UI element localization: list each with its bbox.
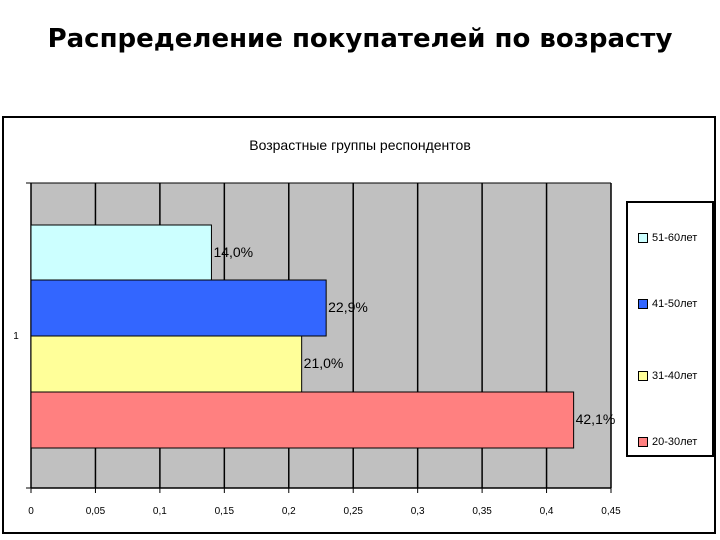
data-label: 42,1% [576, 411, 616, 427]
legend-swatch [638, 437, 648, 447]
category-label: 1 [13, 331, 19, 342]
x-tick-label: 0,45 [601, 506, 621, 517]
x-tick-label: 0,35 [472, 506, 492, 517]
legend-label: 51-60лет [652, 232, 698, 244]
x-tick-label: 0,3 [411, 506, 425, 517]
chart-title: Возрастные группы респондентов [249, 137, 471, 153]
legend-label: 41-50лет [652, 298, 698, 310]
legend-item-20-30: 20-30лет [638, 435, 697, 449]
legend-item-31-40: 31-40лет [638, 369, 697, 383]
x-tick-label: 0,15 [215, 506, 235, 517]
legend-item-51-60: 51-60лет [638, 231, 697, 245]
x-tick-label: 0,4 [540, 506, 554, 517]
legend-swatch [638, 233, 648, 243]
legend-item-41-50: 41-50лет [638, 297, 697, 311]
x-tick-label: 0 [28, 506, 34, 517]
data-label: 22,9% [328, 299, 368, 315]
chart-legend: 51-60лет 41-50лет 31-40лет 20-30лет [626, 201, 714, 457]
x-tick-label: 0,25 [343, 506, 363, 517]
x-tick-label: 0,05 [86, 506, 106, 517]
bar-41-50лет [30, 279, 327, 337]
x-tick-label: 0,1 [153, 506, 167, 517]
legend-swatch [638, 299, 648, 309]
legend-label: 31-40лет [652, 370, 698, 382]
data-label: 14,0% [213, 244, 253, 260]
bar-31-40лет [30, 335, 303, 393]
legend-swatch [638, 371, 648, 381]
bar-20-30лет [30, 391, 575, 449]
data-label: 21,0% [304, 355, 344, 371]
slide-title: Распределение покупателей по возрасту [47, 24, 673, 54]
legend-label: 20-30лет [652, 436, 698, 448]
bar-51-60лет [30, 224, 212, 282]
x-tick-label: 0,2 [282, 506, 296, 517]
